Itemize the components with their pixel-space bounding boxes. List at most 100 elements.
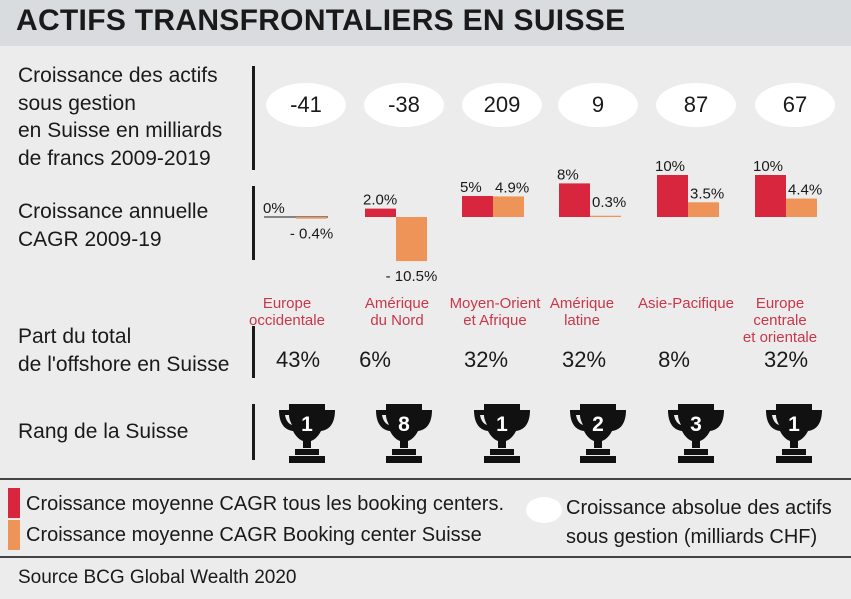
cagr-data-label: 5% (460, 179, 482, 196)
cagr-label-line: Croissance annuelle (18, 200, 209, 223)
region-name: Europe occidentale (228, 295, 346, 329)
cagr-bar-switzerland (786, 198, 817, 217)
page-title: ACTIFS TRANSFRONTALIERS EN SUISSE (16, 4, 626, 37)
rank-number: 3 (690, 413, 702, 436)
source-note: Source BCG Global Wealth 2020 (18, 567, 297, 588)
cagr-row-label: Croissance annuelle CAGR 2009-19 (18, 198, 208, 253)
share-value: 43% (275, 347, 321, 372)
region-name: Asie-Pacifique (627, 295, 745, 312)
separator-line (252, 66, 255, 170)
growth-row-label: Croissance des actifs sous gestion en Su… (18, 62, 222, 172)
trophy-icon: 1 (766, 404, 822, 463)
growth-oval: 209 (462, 83, 542, 127)
share-value: 6% (359, 347, 391, 372)
cagr-data-label: 0.3% (592, 194, 626, 211)
cagr-data-label: - 10.5% (386, 268, 438, 285)
cagr-bar-switzerland (590, 215, 621, 217)
cagr-bar-switzerland (493, 196, 524, 217)
region-name-line: du Nord (370, 312, 424, 329)
share-value: 32% (763, 347, 809, 372)
region-name-line: Asie-Pacifique (638, 295, 734, 312)
cagr-bar-switzerland (296, 217, 327, 219)
share-value: 32% (463, 347, 509, 372)
trophy-icon: 8 (376, 404, 432, 463)
legend-swatch-red (8, 488, 20, 518)
trophy-icon: 2 (570, 404, 626, 463)
region-name-line: Amérique (549, 295, 615, 312)
cagr-bar-switzerland (396, 217, 427, 262)
growth-value: 209 (483, 92, 521, 117)
growth-value: -38 (388, 92, 420, 117)
cagr-data-label: 4.4% (788, 182, 822, 199)
growth-label-line: en Suisse en milliards (18, 119, 223, 142)
cagr-label-line: CAGR 2009-19 (18, 227, 162, 251)
region-name-line: centrale (753, 312, 807, 329)
divider (0, 478, 851, 480)
growth-oval: 87 (656, 83, 736, 127)
cagr-bar-chart: 0% 2.0% 5% 8% 10% 10% - 0.4% - 10.5% 4.9% 0.3% 3.5… (263, 158, 822, 285)
separator-line (252, 186, 255, 260)
divider (0, 556, 851, 558)
growth-oval: 67 (755, 83, 835, 127)
share-row-label: Part du total de l'offshore en Suisse (18, 323, 229, 378)
rank-number: 1 (788, 413, 800, 436)
region-name: Amérique latine (523, 295, 641, 329)
cagr-bar-all-centers (755, 175, 786, 217)
rank-row-label: Rang de la Suisse (18, 420, 189, 443)
cagr-bar-all-centers (365, 208, 396, 217)
region-name-line: Moyen-Orient (449, 295, 541, 312)
share-value: 32% (561, 347, 607, 372)
rank-number: 8 (398, 413, 410, 436)
cagr-bar-switzerland (688, 202, 719, 217)
legend-oval-line: Croissance absolue des actifs (566, 497, 832, 519)
cagr-data-label: 8% (557, 166, 579, 183)
region-name-line: Europe (755, 295, 805, 312)
growth-oval: -41 (266, 83, 346, 127)
rank-number: 1 (496, 413, 508, 436)
region-name-line: et orientale (742, 329, 818, 346)
cagr-data-label: - 0.4% (290, 226, 333, 243)
region-name: Europe centrale et orientale (721, 295, 839, 346)
cagr-data-label: 10% (655, 158, 685, 175)
title-bar: ACTIFS TRANSFRONTALIERS EN SUISSE (0, 0, 851, 46)
share-value: 8% (658, 347, 690, 372)
growth-value: 67 (782, 92, 808, 117)
region-name: Amérique du Nord (338, 295, 456, 329)
cagr-data-label: 2.0% (363, 192, 397, 209)
growth-label-line: Croissance des actifs (18, 64, 218, 87)
growth-value: 9 (591, 92, 605, 117)
trophy-icon: 1 (474, 404, 530, 463)
legend-oval-line: sous gestion (milliards CHF) (566, 526, 818, 548)
cagr-bar-all-centers (657, 175, 688, 217)
region-name-line: et Afrique (463, 312, 527, 329)
cagr-data-label: 0% (263, 200, 285, 217)
cagr-data-label: 10% (753, 158, 783, 175)
cagr-bar-all-centers (559, 183, 590, 217)
separator-line (252, 326, 255, 378)
share-label-line: Part du total (18, 325, 132, 348)
trophy-icon: 3 (668, 404, 724, 463)
trophy-icon: 1 (279, 404, 335, 463)
separator-line (252, 404, 255, 460)
region-name-line: Amérique (364, 295, 430, 312)
growth-label-line: de francs 2009-2019 (18, 146, 211, 170)
growth-oval: -38 (364, 83, 444, 127)
cagr-bar-all-centers (462, 196, 493, 217)
region-name-line: occidentale (249, 312, 325, 329)
growth-oval: 9 (558, 83, 638, 127)
growth-value: -41 (290, 92, 322, 117)
region-name: Moyen-Orient et Afrique (436, 295, 554, 329)
share-label-line: de l'offshore en Suisse (18, 352, 230, 376)
growth-label-line: sous gestion (18, 91, 136, 115)
legend-oval-label: Croissance absolue des actifs sous gesti… (566, 494, 832, 552)
growth-value: 87 (683, 92, 709, 117)
legend-swatch-orange (8, 520, 20, 550)
cagr-data-label: 3.5% (690, 185, 724, 202)
region-name-line: Europe (262, 295, 312, 312)
cagr-data-label: 4.9% (495, 179, 529, 196)
legend-red-label: Croissance moyenne CAGR tous les booking… (26, 493, 505, 515)
rank-number: 2 (592, 413, 604, 436)
rank-number: 1 (301, 413, 313, 436)
legend-oval-icon (526, 497, 562, 523)
region-name-line: latine (564, 312, 600, 329)
